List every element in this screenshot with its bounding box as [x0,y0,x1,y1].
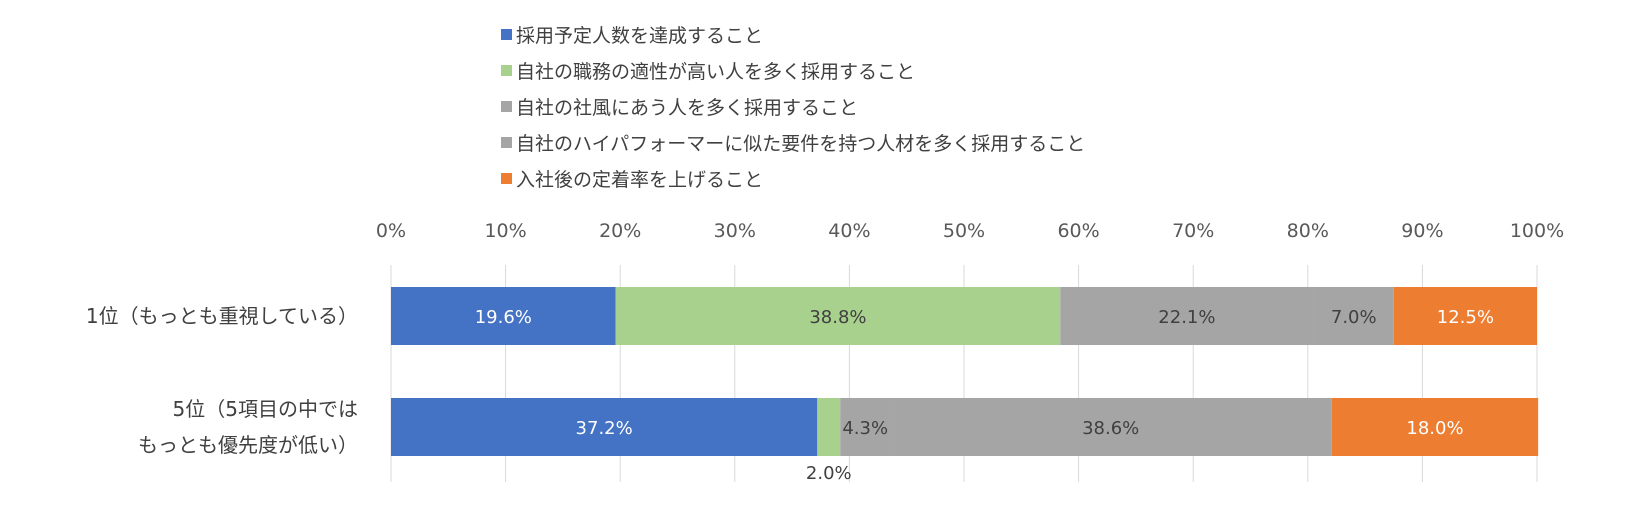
data-label: 38.8% [809,307,866,328]
bar-segment [1313,287,1394,345]
legend-swatch [501,65,512,76]
bar-segment [1393,287,1537,345]
x-tick-label: 100% [1510,220,1564,242]
bar-segment [391,398,818,456]
x-tick-label: 40% [828,220,870,242]
data-label: 7.0% [1331,307,1377,328]
legend-label: 自社のハイパフォーマーに似た要件を持つ人材を多く採用すること [516,133,1085,155]
x-tick-label: 30% [714,220,756,242]
legend-label: 自社の社風にあう人を多く採用すること [516,97,858,119]
legend-swatch [501,173,512,184]
legend-swatch [501,101,512,112]
x-tick-label: 90% [1401,220,1443,242]
data-label: 18.0% [1406,418,1463,439]
x-tick-label: 70% [1172,220,1214,242]
legend-label: 入社後の定着率を上げること [516,169,763,191]
category-label: もっとも優先度が低い） [138,433,358,457]
legend-swatch [501,137,512,148]
x-tick-label: 50% [943,220,985,242]
bar-segment [1331,398,1539,456]
data-label: 22.1% [1158,307,1215,328]
x-tick-label: 0% [376,220,406,242]
data-label: 2.0% [806,463,852,484]
bar-segment [889,398,1332,456]
x-tick-label: 10% [484,220,526,242]
data-label: 4.3% [842,418,888,439]
category-label: 5位（5項目の中では [173,397,358,421]
data-label: 38.6% [1082,418,1139,439]
bar-segment [1060,287,1314,345]
legend-label: 採用予定人数を達成すること [516,25,763,47]
x-tick-label: 60% [1057,220,1099,242]
bar-segment [840,398,890,456]
bar-segment [615,287,1061,345]
data-label: 37.2% [576,418,633,439]
category-label: 1位（もっとも重視している） [86,304,358,328]
x-tick-label: 80% [1287,220,1329,242]
x-tick-label: 20% [599,220,641,242]
data-label: 19.6% [475,307,532,328]
legend-swatch [501,29,512,40]
data-label: 12.5% [1437,307,1494,328]
legend-label: 自社の職務の適性が高い人を多く採用すること [516,61,915,83]
bar-segment [817,398,841,456]
bar-segment [391,287,616,345]
